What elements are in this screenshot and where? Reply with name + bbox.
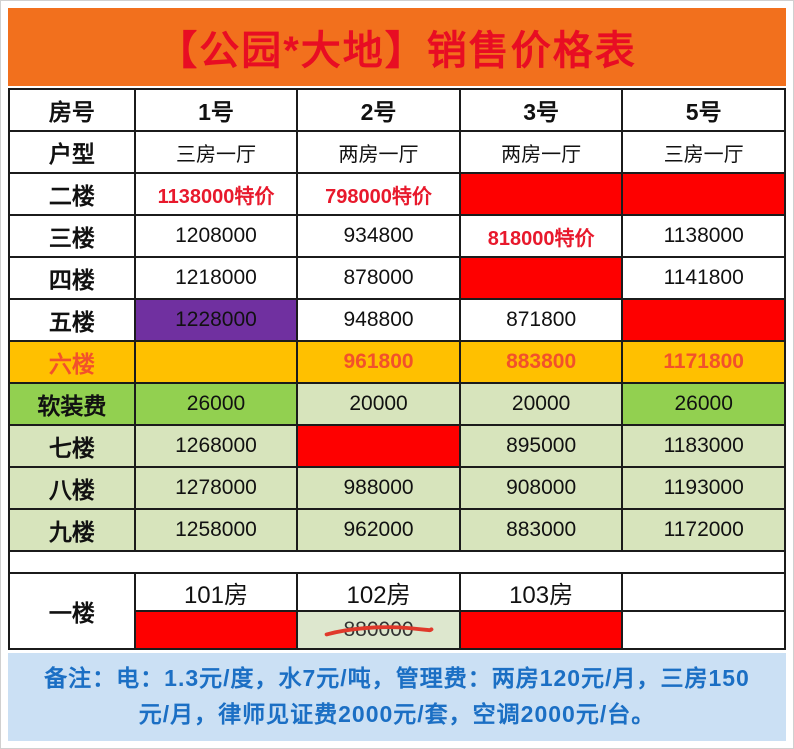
fee-cell: 20000 <box>458 382 624 426</box>
special-price-cell: 798000特价 <box>296 172 461 216</box>
price-cell: 883800 <box>458 340 624 384</box>
price-cell: 1193000 <box>621 466 786 510</box>
empty-cell <box>621 572 786 612</box>
column-header-unit5: 5号 <box>621 88 786 132</box>
empty-row-cell <box>8 550 786 574</box>
page-title: 【公园*大地】销售价格表 <box>157 29 637 73</box>
column-header-unit3: 3号 <box>458 88 624 132</box>
red-cell <box>458 256 624 300</box>
price-cell: 934800 <box>296 214 461 258</box>
red-cell <box>621 298 786 342</box>
floor-label: 八楼 <box>8 466 136 510</box>
floor-label: 七楼 <box>8 424 136 468</box>
price-cell: 908000 <box>458 466 624 510</box>
fee-label: 软装费 <box>8 382 136 426</box>
price-cell: 948800 <box>296 298 461 342</box>
price-cell: 962000 <box>296 508 461 552</box>
floor-row-5: 五楼 1228000 948800 871800 <box>8 298 786 342</box>
floor-label: 二楼 <box>8 172 136 216</box>
price-cell: 1278000 <box>133 466 299 510</box>
notes-text: 备注：电：1.3元/度，水7元/吨，管理费：两房120元/月，三房150元/月，… <box>44 665 750 727</box>
column-header-unit1: 1号 <box>133 88 299 132</box>
crossed-price-cell: 880000 <box>296 610 461 650</box>
room-number-cell: 102房 <box>296 572 461 612</box>
fee-cell: 20000 <box>296 382 461 426</box>
ground-floor-room-row: 一楼 101房 102房 103房 <box>8 572 786 650</box>
floor-row-6: 六楼 961800 883800 1171800 <box>8 340 786 384</box>
ground-floor-price-row: 880000 <box>9 610 786 650</box>
price-cell: 1171800 <box>621 340 786 384</box>
title-banner: 【公园*大地】销售价格表 <box>8 8 786 86</box>
unit-type-cell: 两房一厅 <box>296 130 461 174</box>
floor-row-2: 二楼 1138000特价 798000特价 <box>8 172 786 216</box>
floor-label: 四楼 <box>8 256 136 300</box>
price-cell: 1258000 <box>133 508 299 552</box>
fee-cell: 26000 <box>133 382 299 426</box>
price-cell: 1208000 <box>133 214 299 258</box>
spacer-row <box>8 550 786 574</box>
room-number-cell: 101房 <box>133 572 299 612</box>
floor-row-7: 七楼 1268000 895000 1183000 <box>8 424 786 468</box>
room-number-header: 房号 <box>8 88 136 132</box>
special-price-cell: 1138000特价 <box>133 172 299 216</box>
floor-label: 六楼 <box>8 340 136 384</box>
unit-type-row: 户型 三房一厅 两房一厅 两房一厅 三房一厅 <box>8 130 786 174</box>
red-cell <box>458 172 624 216</box>
unit-type-cell: 三房一厅 <box>133 130 299 174</box>
price-cell: 895000 <box>458 424 624 468</box>
notes-bar: 备注：电：1.3元/度，水7元/吨，管理费：两房120元/月，三房150元/月，… <box>8 653 786 741</box>
price-cell: 878000 <box>296 256 461 300</box>
price-cell: 1138000 <box>621 214 786 258</box>
price-cell: 883000 <box>458 508 624 552</box>
unit-type-cell: 两房一厅 <box>458 130 624 174</box>
room-number-cell: 103房 <box>458 572 624 612</box>
red-cell <box>296 424 461 468</box>
fee-cell: 26000 <box>621 382 786 426</box>
price-cell: 1172000 <box>621 508 786 552</box>
struck-price-text: 880000 <box>343 618 414 641</box>
floor-row-4: 四楼 1218000 878000 1141800 <box>8 256 786 300</box>
purple-price-cell: 1228000 <box>133 298 299 342</box>
floor-row-3: 三楼 1208000 934800 818000特价 1138000 <box>8 214 786 258</box>
red-cell <box>458 610 624 650</box>
floor-label: 三楼 <box>8 214 136 258</box>
price-cell: 1141800 <box>621 256 786 300</box>
price-cell: 988000 <box>296 466 461 510</box>
floor-label: 五楼 <box>8 298 136 342</box>
struck-price: 880000 <box>324 618 433 642</box>
yellow-empty-cell <box>133 340 299 384</box>
column-header-unit2: 2号 <box>296 88 461 132</box>
floor-label: 九楼 <box>8 508 136 552</box>
floor-row-9: 九楼 1258000 962000 883000 1172000 <box>8 508 786 552</box>
special-price-cell: 818000特价 <box>458 214 624 258</box>
price-cell: 1268000 <box>133 424 299 468</box>
price-cell: 961800 <box>296 340 461 384</box>
price-cell: 1183000 <box>621 424 786 468</box>
price-cell: 871800 <box>458 298 624 342</box>
unit-type-cell: 三房一厅 <box>621 130 786 174</box>
floor-row-8: 八楼 1278000 988000 908000 1193000 <box>8 466 786 510</box>
empty-cell <box>621 610 786 650</box>
table-header-row: 房号 1号 2号 3号 5号 <box>8 88 786 132</box>
red-cell <box>133 610 299 650</box>
unit-type-label: 户型 <box>8 130 136 174</box>
floor-label: 一楼 <box>8 572 136 650</box>
price-table: 房号 1号 2号 3号 5号 户型 三房一厅 两房一厅 两房一厅 三房一厅 二楼… <box>8 88 786 650</box>
price-cell: 1218000 <box>133 256 299 300</box>
red-cell <box>621 172 786 216</box>
soft-furnishing-fee-row: 软装费 26000 20000 20000 26000 <box>8 382 786 426</box>
